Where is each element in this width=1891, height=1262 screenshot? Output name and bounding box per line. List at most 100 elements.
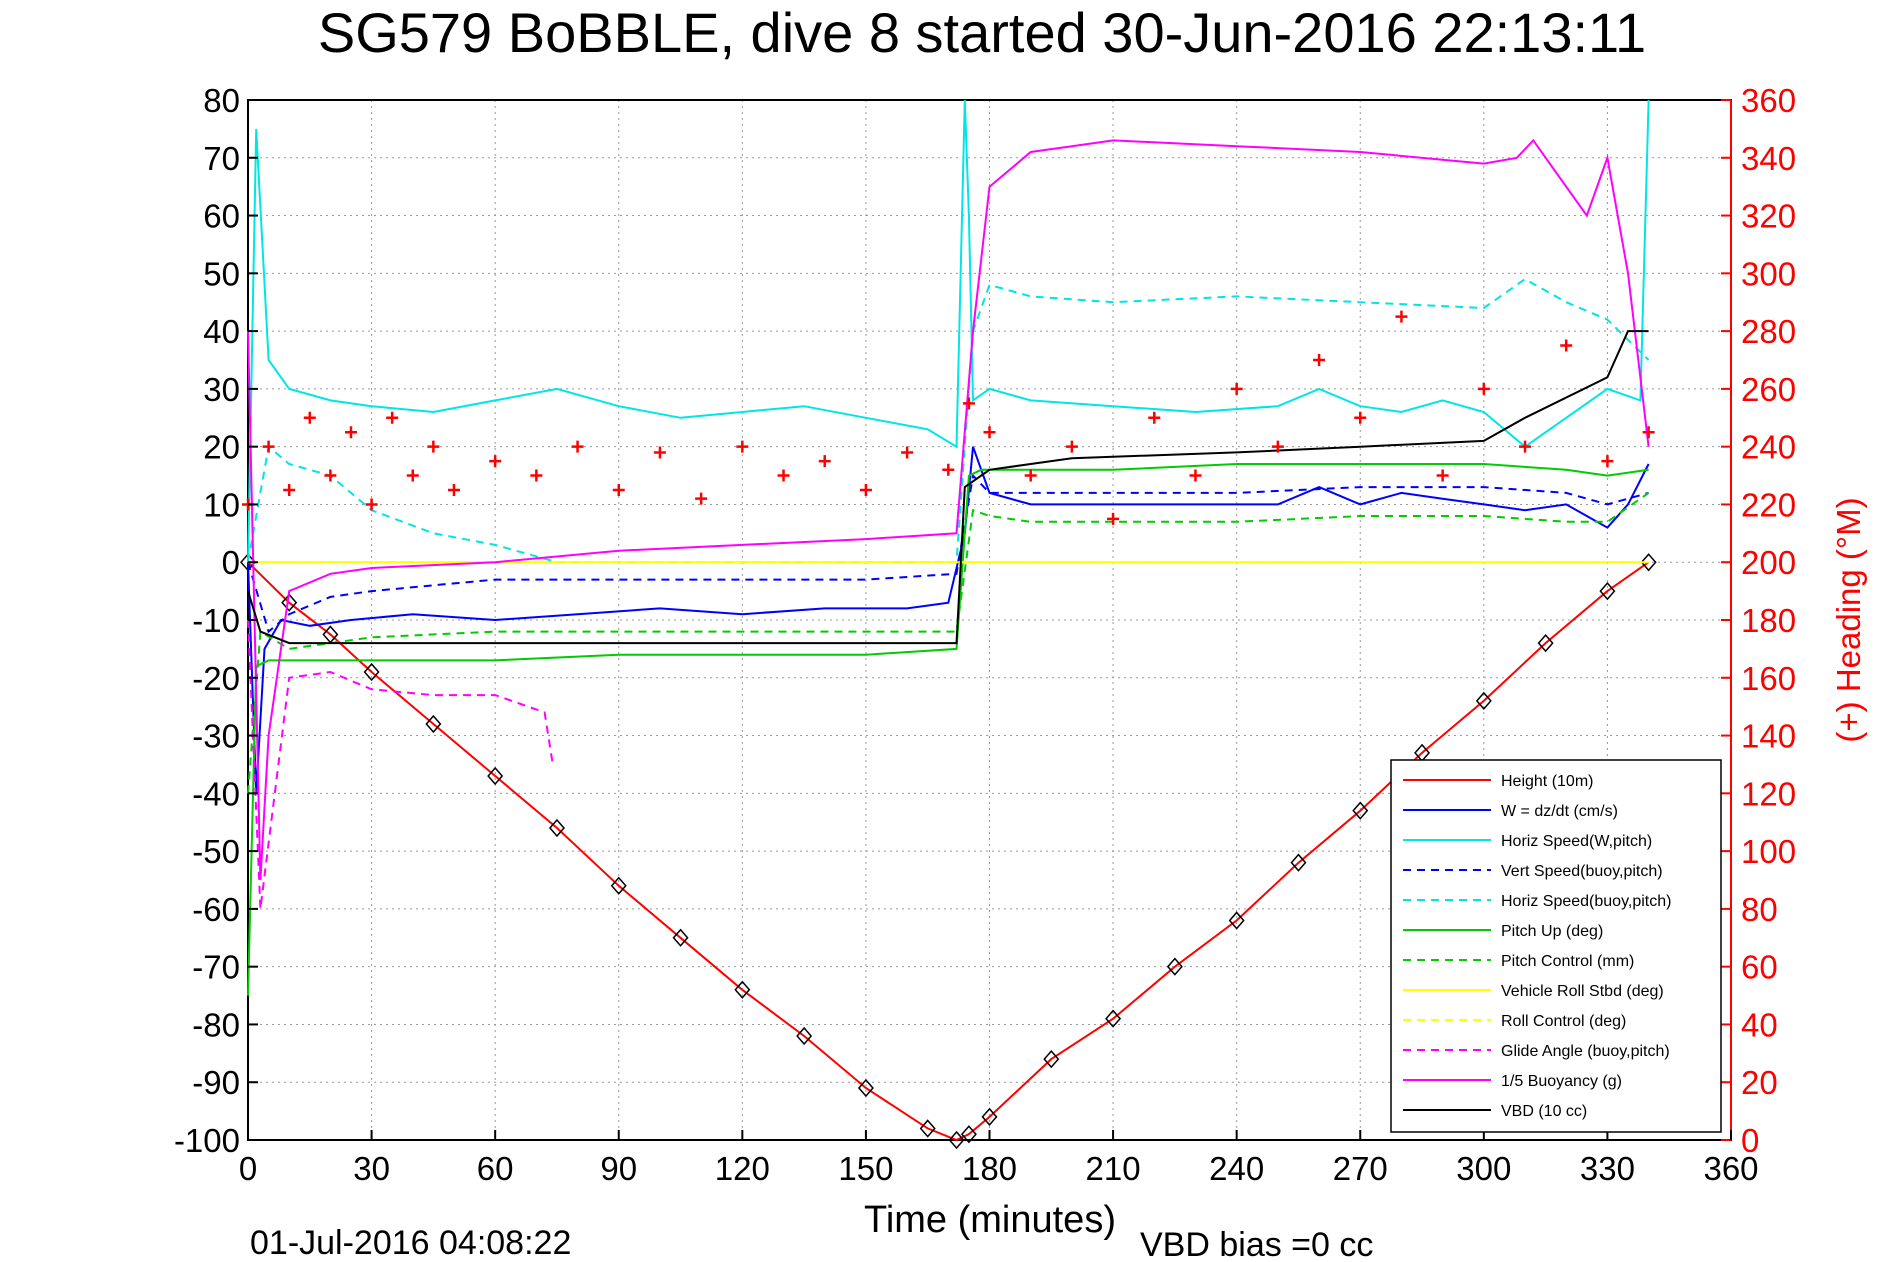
heading-point [283, 484, 296, 496]
height-marker [981, 1107, 998, 1127]
y-tick-label: -30 [192, 718, 240, 755]
y-tick-label: 0 [222, 544, 240, 581]
heading-point [1354, 411, 1367, 424]
x-tick-label: 120 [715, 1150, 770, 1187]
height-marker [796, 1026, 813, 1046]
y-right-tick-label: 20 [1741, 1064, 1778, 1101]
height-marker [919, 1119, 936, 1138]
height-marker [857, 1078, 874, 1098]
heading-point [1107, 512, 1120, 525]
series-vert-speed-buoy-pitch [247, 473, 1649, 634]
legend-label: W = dz/dt (cm/s) [1501, 803, 1618, 820]
heading-point [1560, 339, 1573, 352]
height-marker [1105, 1009, 1122, 1028]
height-marker [610, 876, 627, 895]
series-vbd-10-cc [247, 330, 1649, 645]
heading-point [427, 440, 440, 453]
x-tick-label: 360 [1703, 1150, 1758, 1187]
y-right-tick-label: 120 [1741, 775, 1796, 812]
y-right-tick-label: 360 [1741, 82, 1796, 119]
heading-point [736, 440, 749, 453]
y-tick-label: 50 [203, 255, 240, 292]
heading-point [447, 484, 460, 496]
x-tick-label: 240 [1209, 1150, 1264, 1187]
y-right-tick-label: 100 [1741, 833, 1796, 870]
y-axis-left: 80 70 60 50 40 30 20 10 0 -10 -20 -30 -40 -50 -60 -70 -8… [174, 82, 258, 1159]
x-tick-label: 90 [600, 1150, 637, 1187]
height-marker [487, 766, 504, 786]
height-marker [281, 593, 298, 612]
y-tick-label: 30 [203, 371, 240, 408]
x-tick-label: 330 [1580, 1150, 1635, 1187]
heading-point [653, 446, 666, 459]
y-tick-label: -20 [192, 660, 240, 697]
y-tick-label: -10 [192, 602, 240, 639]
series-pitch-control-mm [247, 492, 1650, 794]
heading-point [489, 455, 502, 468]
y-tick-label: -100 [174, 1122, 240, 1159]
y-right-tick-label: 180 [1741, 602, 1796, 639]
heading-point [901, 446, 914, 459]
y-tick-label: 20 [203, 429, 240, 466]
y-right-tick-label: 0 [1741, 1122, 1759, 1159]
heading-point [612, 484, 625, 496]
x-tick-label: 30 [353, 1150, 390, 1187]
y-tick-label: -50 [192, 833, 240, 870]
legend-label: Pitch Up (deg) [1501, 923, 1603, 940]
y-right-tick-label: 140 [1741, 718, 1796, 755]
heading-point [1024, 469, 1037, 482]
height-marker [548, 818, 565, 838]
legend-label: Horiz Speed(W,pitch) [1501, 833, 1652, 850]
heading-point [962, 397, 975, 410]
heading-point [818, 455, 831, 468]
legend-label: Horiz Speed(buoy,pitch) [1501, 893, 1671, 910]
x-tick-label: 150 [838, 1150, 893, 1187]
y-tick-label: 10 [203, 486, 240, 523]
x-tick-label: 180 [962, 1150, 1017, 1187]
heading-point [530, 469, 543, 482]
heading-point [1148, 411, 1161, 424]
height-marker [1166, 957, 1183, 976]
legend-label: Height (10m) [1501, 773, 1593, 790]
series-w-dz-dt-cm-s [247, 446, 1650, 794]
height-marker [1475, 691, 1492, 711]
heading-point [344, 426, 357, 439]
heading-point [571, 440, 584, 453]
series-layer [240, 99, 1657, 1150]
height-marker [1352, 801, 1369, 820]
y-right-tick-label: 340 [1741, 140, 1796, 177]
series-glide-angle-buoy-pitch [247, 619, 554, 910]
series-heading [242, 310, 1655, 525]
height-marker [672, 928, 689, 947]
heading-point [777, 469, 790, 482]
heading-point [1601, 455, 1614, 468]
legend-label: Vert Speed(buoy,pitch) [1501, 863, 1663, 880]
y-right-tick-label: 220 [1741, 486, 1796, 523]
footer-timestamp: 01-Jul-2016 04:08:22 [250, 1224, 571, 1262]
height-marker [1290, 853, 1307, 872]
y-right-tick-label: 260 [1741, 371, 1796, 408]
heading-point [1230, 382, 1243, 395]
heading-point [1271, 440, 1284, 453]
heading-point [1065, 440, 1078, 453]
legend-label: Vehicle Roll Stbd (deg) [1501, 983, 1664, 1000]
heading-point [695, 492, 708, 505]
legend-label: Pitch Control (mm) [1501, 953, 1634, 970]
height-marker [1599, 581, 1616, 601]
height-marker [1537, 633, 1554, 653]
height-marker [425, 714, 442, 734]
chart-title: SG579 BoBBLE, dive 8 started 30-Jun-2016… [318, 1, 1646, 64]
x-tick-label: 270 [1333, 1150, 1388, 1187]
heading-point [324, 469, 337, 482]
y-tick-label: 60 [203, 198, 240, 235]
heading-point [1395, 310, 1408, 323]
height-marker [363, 662, 380, 682]
heading-point [303, 411, 316, 424]
y-right-tick-label: 60 [1741, 949, 1778, 986]
heading-point [942, 463, 955, 476]
heading-point [1642, 426, 1655, 439]
footer-vbd-bias: VBD bias =0 cc [1140, 1226, 1373, 1262]
x-tick-label: 300 [1456, 1150, 1511, 1187]
series-1-5-buoyancy-g [247, 138, 1650, 881]
heading-point [365, 498, 378, 511]
